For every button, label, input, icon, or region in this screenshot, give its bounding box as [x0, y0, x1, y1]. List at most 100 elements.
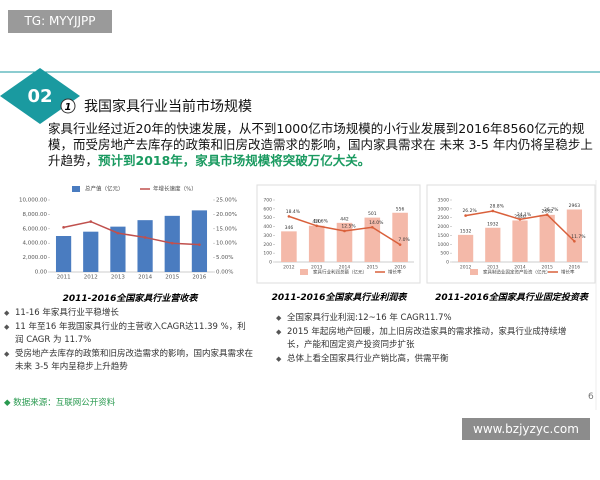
data-label: 12.5% [341, 224, 356, 230]
data-label: 410 [312, 219, 321, 225]
section-badge [0, 68, 80, 124]
body-text: 家具行业经过近20年的快速发展，从不到1000亿市场规模的小行业发展到2016年… [48, 121, 593, 169]
data-label: 2346 [514, 214, 526, 220]
x-tick-label: 2015 [541, 265, 553, 271]
data-label: 14.0% [369, 220, 384, 226]
data-label: 556 [396, 206, 405, 212]
x-tick-label: 2015 [165, 275, 179, 281]
y2-tick-label: 10.00% [216, 241, 237, 247]
y-tick-label: 500 [440, 251, 449, 257]
data-label: 14.6% [314, 218, 329, 224]
y-tick-label: 1500 [438, 233, 450, 239]
bullets-left: 11-16 年家具行业平稳增长11 年至16 年我国家具行业的主营收入CAGR达… [4, 307, 254, 375]
data-label: 24.1% [517, 212, 532, 218]
point [116, 231, 120, 235]
chart-caption: 2011-2016全国家具行业固定投资表 [435, 293, 588, 303]
y-tick-label: 700 [263, 198, 272, 204]
y-tick-label: 0.00 [35, 270, 48, 276]
bar [137, 220, 153, 272]
point [287, 215, 291, 218]
point [518, 218, 522, 221]
subsection-number: 1 [65, 102, 72, 113]
source: ◆ 数据来源：互联网公开资料 [4, 398, 116, 408]
point [545, 213, 549, 217]
bar [364, 217, 381, 262]
slide-title: 我国家具行业当前市场规模 [84, 99, 252, 115]
y-tick-label: 1000 [438, 242, 450, 248]
point [491, 209, 495, 213]
y-tick-label: 0 [446, 260, 449, 266]
x-tick-label: 2013 [311, 265, 323, 271]
point [371, 225, 374, 229]
chart-caption: 2011-2016全国家具行业营收表 [62, 294, 198, 304]
x-tick-label: 2011 [57, 275, 71, 281]
footer-url: www.bzjyzyc.com [462, 418, 590, 440]
y-tick-label: 200 [263, 242, 272, 248]
bar [308, 225, 325, 262]
chart-frame [426, 184, 596, 284]
y-tick-label: 4,000.00 [23, 241, 48, 247]
point [89, 220, 93, 223]
watermark: TG: MYYJJPP [8, 10, 112, 33]
data-label: 26.7% [544, 207, 559, 213]
x-tick-label: 2014 [339, 265, 351, 271]
legend-label: 增长率 [388, 269, 402, 276]
y2-tick-label: 15.00% [216, 226, 237, 232]
legend-label: 家具行业利润总额（亿元） [313, 269, 367, 276]
x-tick-label: 2014 [514, 265, 526, 271]
y2-tick-label: 20.00% [216, 212, 237, 218]
legend-label: 总产值（亿元） [85, 185, 124, 193]
x-tick-label: 2013 [111, 275, 125, 281]
x-tick-label: 2012 [84, 275, 98, 281]
bar [281, 231, 297, 262]
data-label: 2963 [569, 203, 581, 209]
bar [539, 214, 555, 262]
y-tick-label: 2000 [438, 224, 450, 230]
bar [485, 227, 501, 262]
y-tick-label: 2,000.00 [23, 255, 48, 261]
y-tick-label: 3000 [438, 206, 450, 212]
x-tick-label: 2016 [192, 275, 206, 281]
x-tick-label: 2012 [283, 265, 295, 271]
page-number: 6 [588, 392, 594, 402]
data-label: 2662 [541, 208, 553, 214]
data-label: 11.7% [571, 234, 586, 240]
data-label: 1932 [487, 221, 499, 227]
point [464, 214, 467, 217]
x-tick-label: 2012 [460, 265, 472, 271]
x-tick-label: 2015 [367, 265, 379, 271]
chart-frame [256, 184, 421, 284]
legend-swatch [72, 186, 80, 192]
bar [392, 212, 408, 262]
bar [457, 234, 474, 262]
y-tick-label: 600 [263, 206, 272, 212]
point [573, 239, 576, 243]
bullet: 2015 年起房地产回暖，加上旧房改造家具的需求推动，家具行业成持续增长，产能和… [276, 326, 576, 352]
x-tick-label: 2016 [569, 265, 581, 271]
bar [110, 226, 126, 272]
data-label: 1532 [460, 228, 472, 234]
bullet: 11-16 年家具行业平稳增长 [4, 307, 254, 320]
y-tick-label: 6,000.00 [23, 226, 48, 232]
y-tick-label: 3500 [438, 198, 450, 204]
y-tick-label: 300 [263, 233, 272, 239]
bar [336, 222, 353, 262]
y2-tick-label: 0.00% [216, 270, 233, 276]
line [63, 220, 200, 246]
y2-tick-label: 25.00% [216, 198, 237, 204]
y-tick-label: 10,000.00 [19, 198, 47, 204]
point [343, 229, 346, 233]
x-tick-label: 2014 [138, 275, 152, 281]
legend-label: 增长率 [561, 269, 575, 276]
point [62, 226, 65, 229]
bullet: 总体上看全国家具行业产销比高，供需平衡 [276, 353, 576, 366]
data-label: 442 [340, 216, 349, 222]
bullet: 全国家具行业利润:12~16 年 CAGR11.7% [276, 312, 576, 325]
y-tick-label: 8,000.00 [23, 212, 48, 218]
y2-tick-label: 5.00% [216, 255, 233, 261]
bullet: 11 年至16 年我国家具行业的主营收入CAGR达11.39 %，利润 CAGR… [4, 321, 254, 347]
legend-label: 家具制造业固定资产投资（亿元） [483, 269, 551, 276]
y-tick-label: 0 [269, 260, 272, 266]
bar [55, 236, 72, 272]
